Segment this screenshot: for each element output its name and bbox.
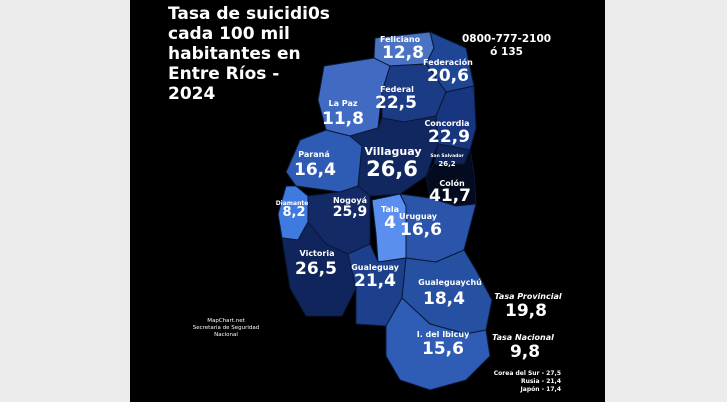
dept-value-feliciano: 12,8 [382,43,424,63]
intl-rate-russia: Rusia - 21,4 [520,378,561,385]
dept-name-ibicuy: I. del Ibicuy [416,330,470,339]
title-line: 2024 [168,84,216,104]
dept-value-federacion: 20,6 [427,66,469,86]
dept-value-parana: 16,4 [294,160,336,180]
dept-name-victoria: Victoria [299,249,335,258]
dept-value-gualeguay: 21,4 [354,271,396,291]
dept-name-uruguay: Uruguay [399,212,437,221]
dept-name-villaguay: Villaguay [364,145,422,158]
department-region-ibicuy [385,297,491,391]
source-credit: MapChart.net Secretaria de Seguridad Nac… [193,318,259,339]
dept-value-victoria: 26,5 [295,259,337,279]
dept-name-nogoya: Nogoyá [332,196,368,205]
dept-value-villaguay: 26,6 [366,157,418,181]
dept-value-diamante: 8,2 [282,205,306,220]
dept-value-federal: 22,5 [375,93,417,113]
dept-name-federal: Federal [380,85,414,94]
dept-name-parana: Paraná [298,150,330,159]
dept-value-colon: 41,7 [429,186,471,206]
dept-name-federacion: Federación [423,58,473,67]
dept-name-san-salvador: San Salvador [430,154,464,159]
dept-name-diamante: Diamante [275,200,309,207]
dept-value-ibicuy: 15,6 [422,339,464,359]
dept-value-gualeguaychu: 18,4 [423,289,465,309]
map-title: Tasa de suicidi0s cada 100 mil habitante… [168,4,330,104]
helpline: 0800-777-2100 ó 135 [462,33,551,59]
dept-value-tala: 4 [384,213,396,233]
helpline-number: 0800-777-2100 [462,33,552,45]
intl-rate-korea: Corea del Sur - 27,5 [493,370,561,377]
department-region-villaguay [348,115,439,197]
source-line: MapChart.net [207,318,245,324]
intl-rate-japan: Japón - 17,4 [520,386,561,393]
national-rate-label: Tasa Nacional [492,333,554,342]
source-line: Secretaria de Seguridad [192,325,260,331]
helpline-alt: ó 135 [490,46,523,58]
dept-name-gualeguaychu: Gualeguaychú [418,278,482,287]
provincial-rate-value: 19,8 [505,301,547,321]
provincial-rate-label: Tasa Provincial [494,292,562,301]
title-line: Entre Ríos - [168,64,280,84]
dept-value-uruguay: 16,6 [400,220,442,240]
title-line: cada 100 mil [168,24,290,44]
national-rate-value: 9,8 [509,342,541,362]
dept-value-san-salvador: 26,2 [438,160,456,168]
title-line: Tasa de suicidi0s [168,4,330,24]
title-line: habitantes en [168,44,301,64]
entre-rios-map [277,31,493,391]
dept-value-la-paz: 11,8 [322,109,364,129]
dept-name-feliciano: Feliciano [379,35,421,44]
dept-value-nogoya: 25,9 [332,204,368,220]
dept-name-concordia: Concordia [424,119,470,128]
map-canvas: Tasa de suicidi0s cada 100 mil habitante… [130,0,605,402]
source-line: Nacional [214,332,238,338]
dept-name-la-paz: La Paz [328,99,358,108]
dept-name-tala: Tala [381,205,399,214]
dept-value-concordia: 22,9 [428,127,470,147]
dept-name-colon: Colón [439,179,465,188]
dept-name-gualeguay: Gualeguay [351,263,399,272]
international-rates: Corea del Sur - 27,5 Rusia - 21,4 Japón … [494,370,561,394]
